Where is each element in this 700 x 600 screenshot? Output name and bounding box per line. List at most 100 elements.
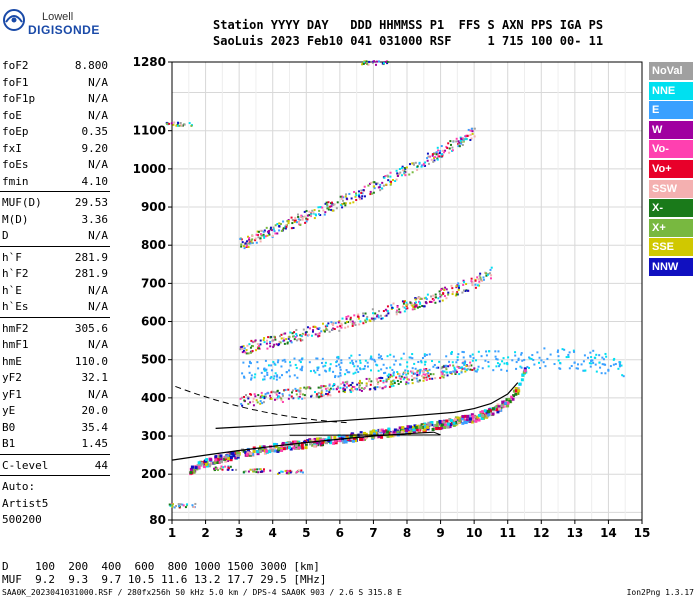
echo-point xyxy=(430,295,433,298)
echo-point xyxy=(287,388,290,391)
echo-point xyxy=(262,233,265,236)
echo-point xyxy=(539,366,542,369)
echo-point xyxy=(266,339,269,342)
echo-point xyxy=(300,334,303,337)
echo-point xyxy=(329,363,332,366)
param-separator xyxy=(0,453,110,455)
echo-point xyxy=(179,124,182,127)
echo-point xyxy=(476,284,479,287)
echo-point xyxy=(405,304,408,307)
echo-point xyxy=(449,143,452,146)
echo-point xyxy=(291,389,294,392)
echo-point xyxy=(446,425,450,429)
echo-point xyxy=(444,286,447,289)
echo-point xyxy=(426,157,429,160)
param-row-h-f: h`F 281.9 xyxy=(2,249,108,266)
echo-point xyxy=(379,183,382,186)
echo-point xyxy=(352,201,355,204)
echo-point xyxy=(258,449,262,453)
echo-point xyxy=(342,387,345,390)
echo-point xyxy=(355,368,358,371)
echo-point xyxy=(382,184,385,187)
echo-point xyxy=(336,325,339,328)
echo-point xyxy=(340,361,343,364)
echo-point xyxy=(259,400,262,403)
echo-point xyxy=(440,288,443,291)
echo-point xyxy=(392,302,395,305)
echo-point xyxy=(443,365,446,368)
param-value: 110.0 xyxy=(74,354,108,368)
echo-point xyxy=(339,325,342,328)
echo-point xyxy=(358,386,361,389)
echo-point xyxy=(520,378,524,382)
echo-point xyxy=(389,175,392,178)
echo-point xyxy=(269,377,272,380)
echo-point xyxy=(440,294,443,297)
echo-point xyxy=(387,179,390,182)
echo-point xyxy=(175,124,178,127)
x-tick-label: 10 xyxy=(466,526,483,540)
echo-point xyxy=(261,470,264,473)
echo-point xyxy=(460,137,463,140)
echo-point xyxy=(375,60,378,63)
echo-point xyxy=(416,297,419,300)
echo-point xyxy=(362,189,365,192)
echo-point xyxy=(318,437,322,441)
echo-point xyxy=(318,327,321,330)
echo-point xyxy=(403,167,406,170)
echo-point xyxy=(431,154,434,157)
echo-point xyxy=(325,327,328,330)
echo-point xyxy=(255,241,258,244)
echo-point xyxy=(292,440,296,444)
echo-point xyxy=(343,391,346,394)
echo-point xyxy=(416,371,419,374)
echo-point xyxy=(313,391,316,394)
echo-point xyxy=(540,359,543,362)
echo-point xyxy=(269,336,272,339)
echo-point xyxy=(252,404,255,407)
echo-point xyxy=(317,367,320,370)
echo-point xyxy=(542,361,545,364)
echo-point xyxy=(517,389,521,393)
echo-point xyxy=(457,353,460,356)
echo-point xyxy=(282,220,285,223)
param-row-b0: B0 35.4 xyxy=(2,419,108,436)
echo-point xyxy=(248,242,251,245)
echo-point xyxy=(443,370,446,373)
echo-point xyxy=(429,373,432,376)
param-row-foes: foEs N/A xyxy=(2,156,108,173)
echo-point xyxy=(421,375,424,378)
echo-point xyxy=(477,365,480,368)
echo-point xyxy=(521,359,524,362)
echo-point xyxy=(270,229,273,232)
echo-point xyxy=(393,363,396,366)
echo-point xyxy=(289,331,292,334)
echo-point xyxy=(455,418,459,422)
echo-point xyxy=(471,132,474,135)
echo-point xyxy=(308,214,311,217)
echo-point xyxy=(289,469,292,472)
legend-item-nne: NNE xyxy=(649,81,693,100)
echo-point xyxy=(266,234,269,237)
echo-point xyxy=(259,240,262,243)
echo-point xyxy=(262,470,265,473)
echo-point xyxy=(505,369,508,372)
echo-point xyxy=(573,350,576,353)
echo-point xyxy=(507,356,510,359)
echo-point xyxy=(262,339,265,342)
echo-point xyxy=(412,430,416,434)
param-value: 281.9 xyxy=(74,267,108,280)
echo-point xyxy=(248,371,251,374)
echo-point xyxy=(326,203,329,206)
echo-point xyxy=(437,149,440,152)
echo-point xyxy=(544,365,547,368)
param-value: 9.20 xyxy=(81,141,109,155)
echo-point xyxy=(536,351,539,354)
echo-point xyxy=(469,133,472,136)
echo-point xyxy=(256,452,260,456)
echo-point xyxy=(337,357,340,360)
echo-point xyxy=(175,505,178,508)
echo-point xyxy=(445,297,448,300)
echo-point xyxy=(284,360,287,363)
echo-point xyxy=(601,356,604,359)
